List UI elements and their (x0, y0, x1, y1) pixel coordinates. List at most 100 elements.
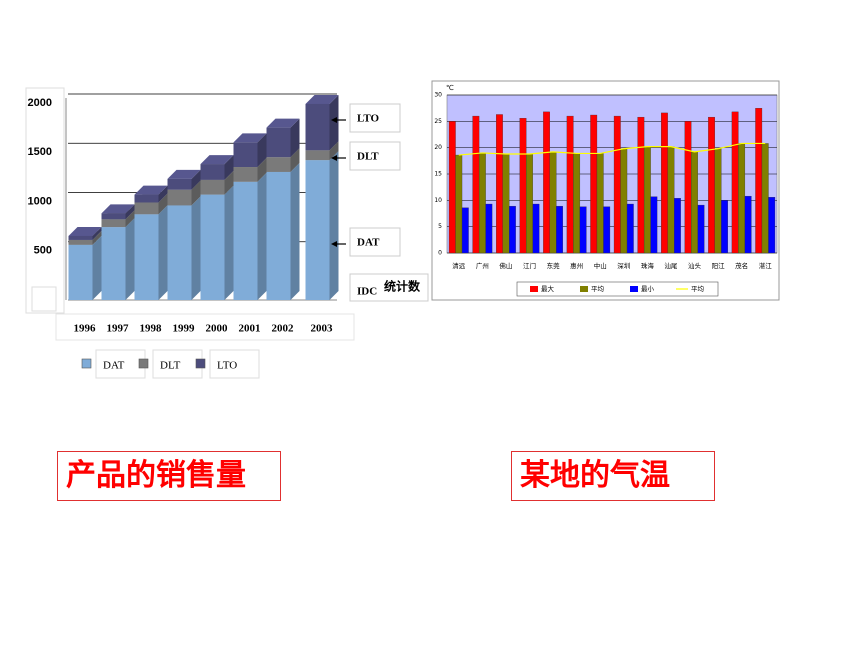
bar (266, 171, 291, 300)
bar-top (101, 204, 135, 214)
legend-label: DLT (160, 360, 181, 372)
legend-label: 最大 (541, 284, 555, 293)
bar-side (257, 158, 267, 182)
bar (134, 202, 159, 215)
legend-label: 平均 (591, 284, 605, 293)
bar-side (158, 193, 168, 215)
bar (167, 178, 192, 190)
bar (134, 194, 159, 203)
bar-side (92, 230, 102, 245)
bar (134, 214, 159, 300)
bar (761, 143, 769, 254)
bar (266, 127, 291, 158)
bar (626, 203, 634, 254)
y-tick-label: 15 (434, 171, 442, 178)
bar-side (329, 151, 339, 300)
bar (731, 111, 739, 254)
bar-side (125, 210, 135, 228)
legend-swatch (580, 286, 588, 292)
x-tick-label: 1999 (173, 323, 196, 335)
bar-side (329, 141, 339, 161)
bar (448, 121, 456, 254)
y-tick-label: 500 (34, 245, 52, 257)
bar-side (290, 118, 300, 158)
x-tick-label: 中山 (594, 261, 607, 270)
legend-swatch (530, 286, 538, 292)
bar (579, 206, 587, 254)
bar (233, 181, 258, 300)
annotation: 统计数 (384, 279, 421, 294)
bar (613, 115, 621, 254)
bar (526, 153, 533, 254)
bar (200, 194, 225, 300)
bar (643, 146, 651, 254)
bar (667, 146, 675, 254)
y-tick-label: 30 (434, 92, 442, 99)
bar (68, 244, 93, 300)
bar (455, 154, 463, 254)
bar (167, 189, 192, 206)
bar (549, 151, 557, 254)
bar-side (224, 155, 234, 180)
bar (650, 196, 658, 254)
bar-side (125, 218, 135, 300)
y-axis-label: ℃ (446, 84, 454, 92)
series-label: DLT (357, 151, 379, 163)
bar (556, 205, 563, 254)
bar (603, 206, 611, 254)
bar (233, 142, 258, 168)
bar (708, 116, 715, 254)
bar (502, 153, 510, 254)
legend-label: 平均 (691, 284, 705, 293)
x-tick-label: 2000 (206, 323, 229, 335)
bar-side (290, 162, 300, 300)
bar-top (167, 169, 201, 179)
bar-top (134, 185, 168, 195)
bar (167, 205, 192, 300)
y-tick-label: 1500 (28, 146, 52, 158)
y-tick-label: 2000 (28, 97, 52, 109)
bar-top (305, 94, 339, 104)
legend-label: 最小 (641, 284, 655, 293)
x-label-panel (55, 313, 355, 341)
bar-side (92, 235, 102, 300)
bar (461, 207, 469, 254)
bar (200, 179, 225, 195)
x-tick-label: 2002 (272, 323, 295, 335)
bar (509, 205, 516, 254)
bar-side (329, 94, 339, 151)
bar (590, 114, 598, 254)
bar (744, 195, 752, 254)
caption: 某地的气温 (511, 451, 715, 501)
caption: 产品的销售量 (57, 451, 281, 501)
bar (637, 116, 645, 254)
x-tick-label: 广州 (476, 261, 489, 270)
bar-side (257, 172, 267, 300)
series-label: LTO (357, 113, 379, 125)
bar-top (200, 155, 234, 165)
zero-box (31, 286, 57, 312)
line (458, 142, 766, 156)
x-tick-label: 茂名 (735, 261, 748, 270)
bar (200, 164, 225, 180)
y-tick-label: 20 (434, 144, 442, 151)
bar (738, 143, 746, 254)
bar-side (125, 204, 135, 220)
bar (573, 153, 581, 254)
y-tick-label: 0 (438, 250, 442, 257)
bar (543, 111, 550, 254)
bar (101, 219, 126, 228)
bar (496, 114, 503, 254)
legend-label: LTO (217, 360, 237, 372)
bar-top (233, 133, 267, 143)
arrow-head (331, 241, 337, 247)
x-tick-label: 清远 (452, 261, 466, 270)
bar-top (266, 118, 300, 128)
x-tick-label: 1996 (74, 323, 97, 335)
bar-side (191, 180, 201, 206)
legend-swatch (195, 358, 206, 369)
arrow-head (331, 117, 337, 123)
x-tick-label: 佛山 (499, 261, 512, 270)
series-label-box (349, 141, 401, 171)
